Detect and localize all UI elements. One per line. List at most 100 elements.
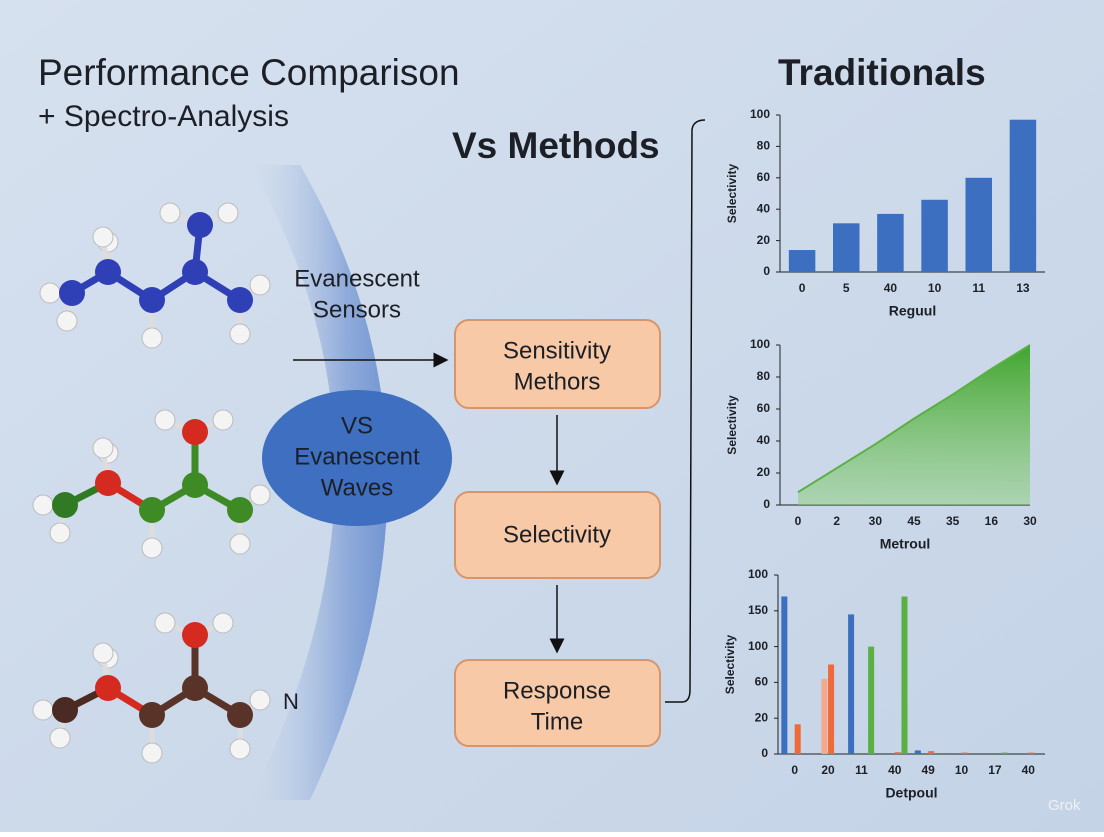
bar [821, 678, 828, 754]
atom [52, 697, 78, 723]
hydrogen [154, 409, 176, 431]
vs-methods: Vs Methods [452, 125, 660, 166]
bracket [665, 119, 706, 703]
x-tick-label: 16 [985, 514, 999, 528]
y-tick-label: 0 [761, 746, 768, 760]
flow-label: Response [503, 677, 611, 704]
hydrogen [229, 323, 251, 345]
atom [139, 287, 165, 313]
y-tick-label: 0 [763, 264, 770, 278]
x-tick-label: 30 [1023, 514, 1037, 528]
bar [901, 596, 908, 754]
y-axis-label: Selectivity [725, 163, 739, 223]
hydrogen [154, 612, 176, 634]
y-tick-label: 60 [757, 170, 771, 184]
x-tick-label: 11 [972, 281, 985, 295]
x-tick-label: 0 [799, 281, 806, 295]
x-tick-label: 10 [955, 763, 969, 777]
wave-arc [250, 165, 388, 800]
atom [227, 287, 253, 313]
bar [928, 751, 935, 754]
subtitle: + Spectro-Analysis [38, 100, 289, 133]
x-tick-label: 0 [791, 763, 798, 777]
bar [833, 223, 860, 272]
x-axis-label: Metroul [880, 536, 931, 552]
atom [182, 259, 208, 285]
bar [788, 250, 816, 272]
hydrogen [159, 202, 181, 224]
y-tick-label: 40 [757, 201, 771, 215]
x-tick-label: 40 [1022, 763, 1036, 777]
atom [182, 675, 208, 701]
y-tick-label: 80 [757, 139, 771, 153]
bar [921, 199, 948, 272]
molecules [32, 202, 271, 764]
sensor-label: Sensors [313, 296, 401, 323]
atom-label: N [283, 689, 299, 714]
bar [914, 750, 921, 754]
x-tick-label: 13 [1016, 281, 1030, 295]
y-tick-label: 100 [750, 337, 770, 351]
atom [95, 470, 121, 496]
hydrogen [141, 742, 163, 764]
atom [187, 212, 213, 238]
hydrogen [229, 533, 251, 555]
y-tick-label: 20 [757, 233, 771, 247]
traditionals: Traditionals [778, 52, 986, 93]
line [797, 344, 1031, 494]
y-tick-label: 100 [748, 639, 768, 653]
ellipse-label: Waves [321, 474, 393, 501]
y-axis-label: Selectivity [725, 395, 739, 455]
hydrogen [249, 689, 271, 711]
atom [139, 497, 165, 523]
x-tick-label: 2 [833, 514, 840, 528]
bar [894, 752, 901, 754]
flow-label: Methors [514, 368, 601, 395]
x-tick-label: 35 [946, 514, 960, 528]
bar [1009, 119, 1037, 273]
x-tick-label: 40 [884, 281, 898, 295]
flow-box [454, 319, 661, 409]
hydrogen [141, 327, 163, 349]
ellipse-label: Evanescent [294, 443, 420, 470]
y-tick-label: 150 [748, 603, 768, 617]
hydrogen [92, 642, 114, 664]
y-tick-label: 20 [755, 710, 769, 724]
atom [182, 472, 208, 498]
atom [139, 702, 165, 728]
hydrogen [249, 484, 271, 506]
atom [52, 492, 78, 518]
x-tick-label: 5 [843, 281, 850, 295]
x-tick-label: 20 [821, 763, 835, 777]
y-tick-label: 20 [757, 465, 771, 479]
bar [961, 752, 968, 754]
flow-label: Sensitivity [503, 337, 611, 364]
x-axis-label: Reguul [889, 303, 936, 319]
flow-label: Time [531, 708, 583, 735]
ellipse-label: VS [341, 412, 373, 439]
flow-box [454, 491, 661, 579]
y-tick-label: 60 [755, 675, 769, 689]
bar [848, 614, 855, 754]
x-tick-label: 49 [922, 763, 936, 777]
x-tick-label: 45 [907, 514, 921, 528]
title: Performance Comparison [38, 52, 460, 93]
y-tick-label: 40 [757, 433, 771, 447]
flow-box [454, 659, 661, 747]
atom [95, 259, 121, 285]
atom [227, 702, 253, 728]
hydrogen [249, 274, 271, 296]
y-axis-label: Selectivity [723, 634, 737, 694]
hydrogen [212, 409, 234, 431]
bar [868, 646, 875, 754]
x-tick-label: 40 [888, 763, 902, 777]
atom [182, 419, 208, 445]
atom [59, 280, 85, 306]
bar [828, 664, 835, 754]
atom [95, 675, 121, 701]
watermark: Grok [1048, 797, 1081, 814]
hydrogen [217, 202, 239, 224]
x-axis-label: Detpoul [885, 785, 937, 801]
hydrogen [49, 727, 71, 749]
